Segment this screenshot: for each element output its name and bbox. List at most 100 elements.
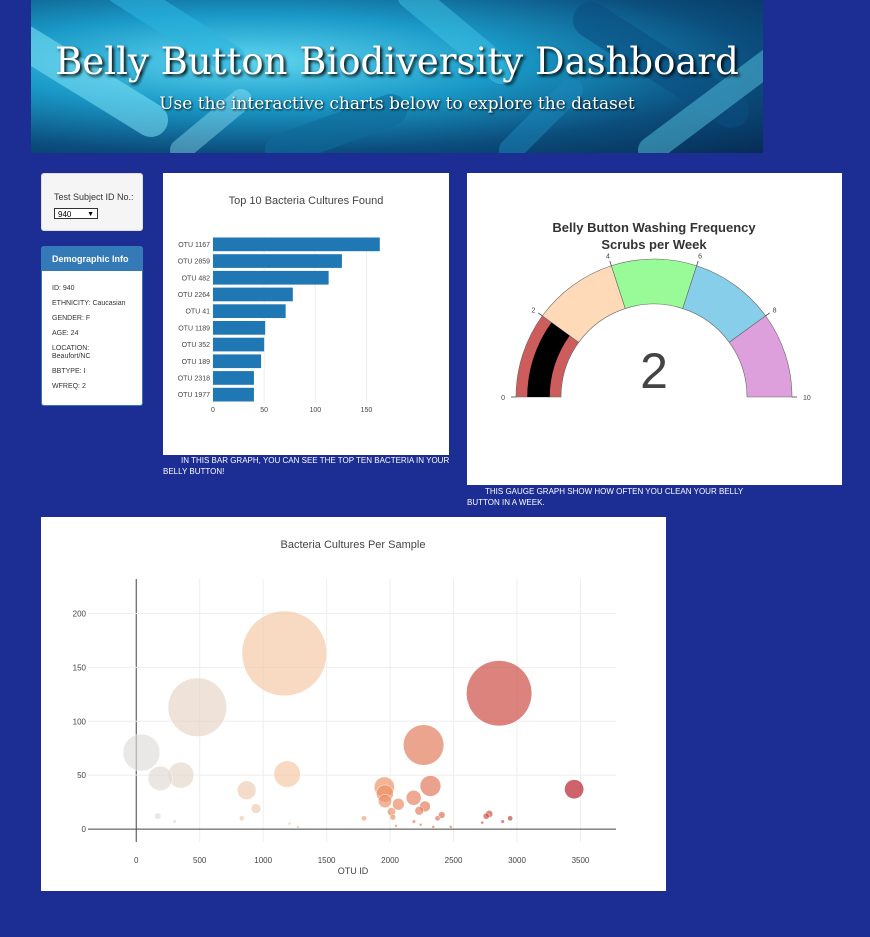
bubble-x-tick-label: 500 (193, 856, 207, 865)
bubble-point (377, 794, 393, 809)
bar-chart-title: Top 10 Bacteria Cultures Found (229, 195, 384, 207)
demographic-row: WFREQ: 2 (52, 383, 86, 390)
bar-chart[interactable]: Top 10 Bacteria Cultures Found 0 50 100 150 O… (163, 173, 449, 455)
bacteria-background-image (31, 0, 763, 153)
bar-chart-caption: IN THIS BAR GRAPH, YOU CAN SEE THE TOP T… (163, 456, 450, 476)
bubble-point (500, 819, 505, 824)
bar-category-label: OTU 1189 (178, 325, 210, 332)
bar-x-tick-label: 100 (309, 407, 321, 414)
bar-category-label: OTU 2264 (178, 292, 210, 299)
bubble-x-tick-label: 2500 (445, 856, 463, 865)
bubble-point (147, 765, 173, 791)
bubble-point (564, 779, 584, 800)
gauge-subtitle: Scrubs per Week (601, 237, 707, 252)
gauge-tick-label: 6 (698, 253, 702, 260)
bubble-point (122, 733, 161, 772)
bubble-x-axis-label: OTU ID (338, 866, 369, 876)
bubble-x-tick-label: 3500 (572, 856, 590, 865)
bubble-chart-title: Bacteria Cultures Per Sample (281, 539, 426, 551)
bubble-point (480, 820, 485, 825)
gauge-title: Belly Button Washing Frequency (552, 220, 756, 235)
header-banner: Belly Button Biodiversity Dashboard Use … (31, 0, 763, 153)
gauge-chart-caption: THIS GAUGE GRAPH SHOW HOW OFTEN YOU CLEA… (467, 487, 744, 507)
bubble-point (434, 815, 441, 822)
bubble-point (466, 660, 533, 727)
bubble-y-tick-label: 50 (77, 771, 86, 780)
bar (213, 237, 380, 252)
bubble-point (405, 790, 422, 806)
demographic-info-panel: Demographic Info ID: 940 ETHNICITY: Cauc… (41, 246, 143, 406)
chevron-down-icon: ▼ (87, 211, 94, 218)
gauge-value-bar (527, 322, 570, 397)
bar (213, 287, 293, 302)
gauge-tick (609, 260, 612, 266)
bar-x-tick-label: 0 (211, 407, 215, 414)
gauge-tick-label: 4 (606, 253, 610, 260)
subject-selector-panel: Test Subject ID No.: 940 ▼ (41, 173, 143, 231)
demographic-row: GENDER: F (52, 315, 91, 322)
bubble-point (361, 815, 367, 822)
bubble-y-tick-label: 100 (73, 717, 87, 726)
bar (213, 304, 286, 318)
bubble-point (172, 819, 177, 824)
gauge-tick (538, 312, 543, 317)
demographic-row: ID: 940 (52, 285, 75, 292)
bubble-point (287, 821, 292, 826)
bar (213, 337, 265, 352)
bar-category-label: OTU 352 (182, 342, 211, 349)
bubble-point (154, 812, 162, 820)
demographic-row: ETHNICITY: Caucasian (52, 300, 126, 307)
bubble-point (507, 815, 513, 822)
bubble-point (392, 798, 405, 811)
bubble-point (418, 823, 423, 827)
gauge-value-number: 2 (640, 343, 668, 399)
gauge-step-band (728, 315, 793, 398)
bar-category-label: OTU 41 (185, 309, 210, 316)
bubble-point (414, 806, 424, 816)
gauge-tick-label: 2 (532, 307, 536, 314)
subject-id-selected: 940 (58, 210, 72, 219)
bubble-chart[interactable]: Bacteria Cultures Per Sample 0 500 1000 1500… (41, 517, 666, 891)
bubble-point (438, 811, 446, 819)
bubble-point (403, 724, 445, 766)
gauge-chart-card: Belly Button Washing Frequency Scrubs per… (467, 173, 842, 485)
bubble-point (167, 677, 228, 737)
subject-selector-label: Test Subject ID No.: (54, 192, 134, 202)
bar (213, 270, 329, 285)
bar-category-label: OTU 482 (182, 275, 211, 282)
gauge-tick-label: 0 (501, 395, 505, 402)
bar-category-label: OTU 2859 (178, 259, 210, 266)
bubble-point (296, 825, 300, 829)
gauge-tick-label: 8 (773, 307, 777, 314)
bar-category-label: OTU 189 (182, 359, 211, 366)
gauge-tick (696, 260, 699, 266)
demographic-info-title: Demographic Info (42, 247, 142, 271)
bar (213, 321, 266, 335)
bubble-point (411, 819, 417, 824)
bar-chart-card: Top 10 Bacteria Cultures Found 0 50 100 150 O… (163, 173, 449, 455)
bar-x-tick-label: 50 (260, 407, 268, 414)
bubble-point (448, 825, 453, 829)
bubble-point (389, 814, 396, 821)
bubble-point (241, 610, 327, 697)
bubble-point (419, 775, 442, 797)
bubble-y-tick-label: 200 (73, 609, 87, 618)
demographic-row: AGE: 24 (52, 330, 79, 337)
bar-x-tick-label: 150 (361, 407, 373, 414)
bar-category-label: OTU 2318 (178, 375, 210, 382)
gauge-step-band (610, 258, 698, 309)
bubble-x-tick-label: 1000 (254, 856, 272, 865)
bubble-chart-card: Bacteria Cultures Per Sample 0 500 1000 1500… (41, 517, 666, 891)
bubble-x-tick-label: 1500 (318, 856, 336, 865)
demographic-row: BBTYPE: I (52, 368, 86, 375)
gauge-chart[interactable]: Belly Button Washing Frequency Scrubs per… (467, 173, 842, 485)
bubble-y-tick-label: 0 (82, 825, 87, 834)
bubble-point (482, 812, 490, 820)
bubble-point (394, 824, 398, 828)
bar (213, 254, 342, 268)
page-subtitle: Use the interactive charts below to expl… (159, 94, 635, 114)
bar (213, 387, 254, 402)
bubble-y-tick-label: 150 (73, 663, 87, 672)
bar (213, 354, 262, 369)
subject-id-dropdown[interactable]: 940 ▼ (54, 208, 98, 219)
